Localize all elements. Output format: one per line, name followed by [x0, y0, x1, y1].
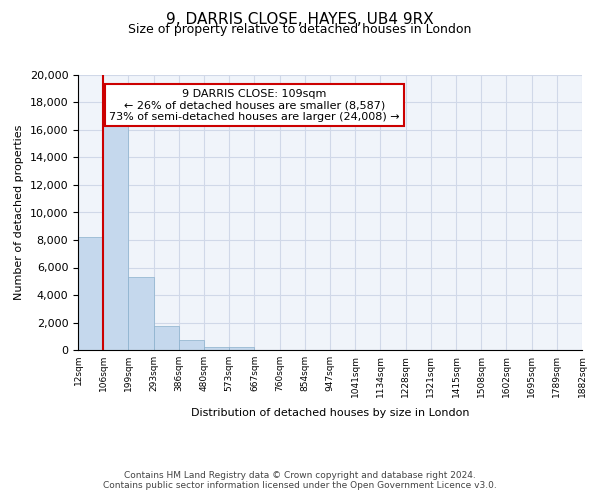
Bar: [154, 326, 179, 350]
Bar: [128, 277, 154, 350]
Bar: [179, 340, 204, 350]
X-axis label: Distribution of detached houses by size in London: Distribution of detached houses by size …: [191, 408, 469, 418]
Bar: [78, 238, 103, 350]
Text: 9 DARRIS CLOSE: 109sqm
← 26% of detached houses are smaller (8,587)
73% of semi-: 9 DARRIS CLOSE: 109sqm ← 26% of detached…: [109, 88, 400, 122]
Text: Contains public sector information licensed under the Open Government Licence v3: Contains public sector information licen…: [103, 481, 497, 490]
Bar: [229, 347, 254, 350]
Text: Size of property relative to detached houses in London: Size of property relative to detached ho…: [128, 22, 472, 36]
Y-axis label: Number of detached properties: Number of detached properties: [14, 125, 24, 300]
Bar: [204, 346, 229, 350]
Text: Contains HM Land Registry data © Crown copyright and database right 2024.: Contains HM Land Registry data © Crown c…: [124, 471, 476, 480]
Text: 9, DARRIS CLOSE, HAYES, UB4 9RX: 9, DARRIS CLOSE, HAYES, UB4 9RX: [166, 12, 434, 28]
Bar: [103, 123, 128, 350]
